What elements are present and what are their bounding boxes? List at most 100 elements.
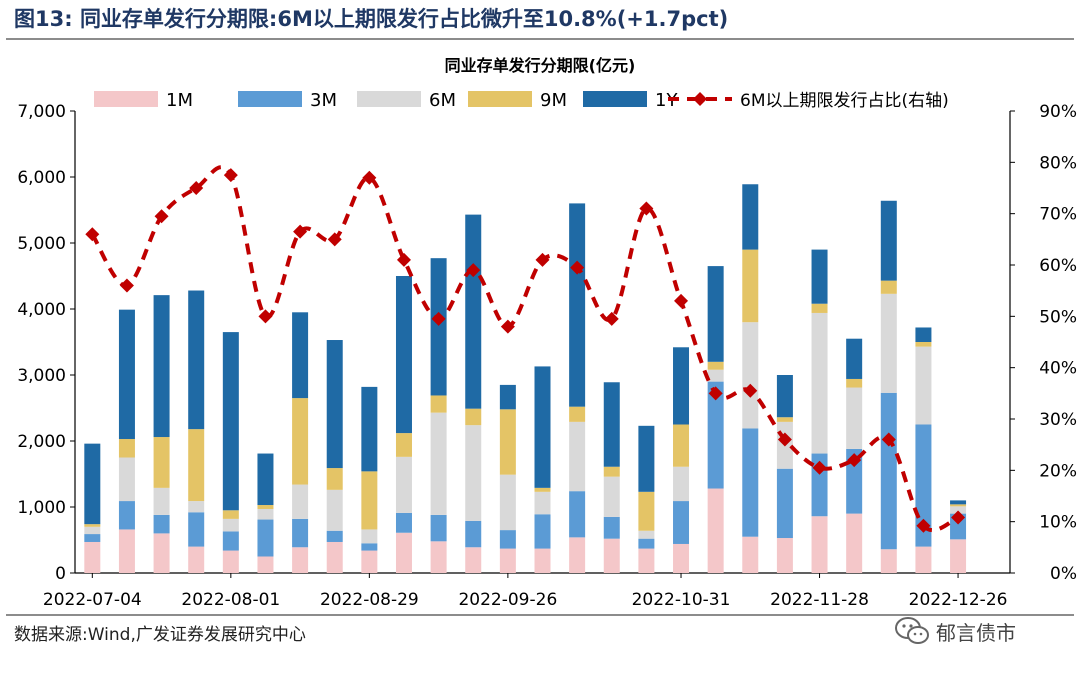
bar-9M-2022-07-11 — [118, 439, 135, 458]
bar-6M-2022-09-19 — [465, 425, 482, 521]
bar-1Y-2022-08-29 — [361, 386, 378, 472]
bar-1M-2022-08-15 — [292, 547, 309, 573]
bar-1M-2022-12-19 — [915, 546, 932, 573]
bar-1Y-2022-07-18 — [153, 295, 170, 438]
bar-1Y-2022-08-01 — [222, 332, 239, 511]
bar-1Y-2022-08-08 — [257, 453, 274, 506]
bar-1M-2022-09-12 — [430, 541, 447, 573]
bar-6M-2022-10-31 — [673, 466, 690, 502]
bar-6M-2022-11-07 — [707, 369, 724, 382]
bar-3M-2022-09-19 — [465, 520, 482, 548]
source-divider — [6, 614, 1074, 616]
bar-6M-2022-10-17 — [603, 476, 620, 517]
bar-1M-2022-10-31 — [673, 543, 690, 573]
legend-label-9M: 9M — [540, 90, 567, 111]
bar-3M-2022-08-08 — [257, 519, 274, 557]
bar-3M-2022-09-26 — [499, 530, 516, 549]
watermark: 郁言债市 — [894, 616, 1016, 646]
bar-9M-2022-10-17 — [603, 466, 620, 477]
bar-1M-2022-10-10 — [569, 537, 586, 573]
bar-3M-2022-12-12 — [880, 392, 897, 550]
bar-1M-2022-07-18 — [153, 533, 170, 573]
bar-1Y-2022-09-26 — [499, 384, 516, 410]
bar-9M-2022-10-10 — [569, 406, 586, 422]
bar-6M-2022-08-01 — [222, 518, 239, 532]
x-tick-label: 2022-10-31 — [632, 590, 731, 610]
bar-9M-2022-10-24 — [638, 491, 655, 531]
bar-1M-2022-07-25 — [188, 546, 205, 573]
bar-6M-2022-08-15 — [292, 484, 309, 519]
bar-6M-2022-10-10 — [569, 421, 586, 492]
bar-3M-2022-10-24 — [638, 538, 655, 549]
bar-6M-2022-11-28 — [811, 312, 828, 454]
ratio-line — [90, 165, 959, 533]
ratio-point-2022-10-31 — [674, 293, 689, 308]
bar-1M-2022-07-11 — [118, 529, 135, 573]
bar-9M-2022-12-19 — [915, 342, 932, 347]
bar-6M-2022-12-26 — [950, 506, 967, 514]
bar-9M-2022-11-07 — [707, 361, 724, 370]
y-right-tick-label: 20% — [1039, 461, 1077, 481]
ratio-point-2022-09-19 — [466, 263, 481, 278]
bar-1M-2022-10-24 — [638, 548, 655, 573]
bar-3M-2022-10-17 — [603, 516, 620, 539]
y-right-tick-label: 0% — [1050, 564, 1077, 584]
bar-9M-2022-08-29 — [361, 471, 378, 530]
bar-1Y-2022-08-22 — [326, 340, 343, 469]
bar-1Y-2022-08-15 — [292, 312, 309, 399]
bar-6M-2022-10-03 — [534, 491, 551, 515]
bar-3M-2022-09-12 — [430, 514, 447, 542]
y-right-tick-label: 10% — [1039, 513, 1077, 533]
legend-label-1Y: 1Y — [655, 90, 678, 111]
y-left-tick-label: 4,000 — [17, 300, 66, 320]
bar-1Y-2022-11-28 — [811, 249, 828, 304]
bar-1Y-2022-12-12 — [880, 200, 897, 281]
ratio-point-2022-11-14 — [743, 383, 758, 398]
x-tick-label: 2022-07-04 — [43, 590, 142, 610]
figure-label: 图13: — [14, 7, 73, 31]
ratio-point-2022-10-03 — [535, 252, 550, 267]
y-right-tick-label: 80% — [1039, 153, 1077, 173]
ratio-point-2022-08-08 — [258, 309, 273, 324]
ratio-point-2022-12-26 — [951, 510, 966, 525]
bar-1Y-2022-09-19 — [465, 214, 482, 409]
bar-9M-2022-12-26 — [950, 504, 967, 507]
bar-6M-2022-12-19 — [915, 346, 932, 425]
ratio-point-2022-12-19 — [916, 518, 931, 533]
bar-1M-2022-12-12 — [880, 549, 897, 573]
bar-1Y-2022-09-05 — [395, 276, 412, 434]
bar-9M-2022-09-26 — [499, 409, 516, 475]
ratio-point-2022-08-15 — [293, 224, 308, 239]
bar-1M-2022-12-05 — [846, 513, 863, 573]
bar-9M-2022-10-03 — [534, 487, 551, 492]
ratio-point-2022-12-05 — [847, 453, 862, 468]
bar-9M-2022-11-14 — [742, 249, 759, 323]
bar-6M-2022-09-12 — [430, 412, 447, 515]
bar-9M-2022-11-28 — [811, 303, 828, 313]
bar-1M-2022-09-05 — [395, 532, 412, 573]
bar-9M-2022-07-04 — [84, 524, 101, 527]
figure-title: 图13: 同业存单发行分期限:6M以上期限发行占比微升至10.8%(+1.7pc… — [14, 4, 1066, 34]
bar-1Y-2022-11-21 — [776, 375, 793, 418]
bar-1Y-2022-07-04 — [84, 443, 101, 525]
bar-1M-2022-10-17 — [603, 538, 620, 573]
bar-1M-2022-08-22 — [326, 541, 343, 573]
ratio-point-2022-09-26 — [500, 319, 515, 334]
bar-1Y-2022-10-17 — [603, 382, 620, 467]
ratio-point-2022-12-12 — [881, 432, 896, 447]
bar-6M-2022-07-11 — [118, 457, 135, 502]
title-divider — [6, 38, 1074, 40]
y-left-tick-label: 5,000 — [17, 234, 66, 254]
bar-3M-2022-10-03 — [534, 514, 551, 549]
bar-1M-2022-09-19 — [465, 547, 482, 573]
y-left-tick-label: 3,000 — [17, 366, 66, 386]
bar-9M-2022-07-25 — [188, 429, 205, 502]
ratio-point-2022-10-10 — [570, 260, 585, 275]
bar-9M-2022-09-12 — [430, 395, 447, 413]
bar-9M-2022-08-15 — [292, 398, 309, 485]
ratio-point-2022-07-04 — [85, 227, 100, 242]
ratio-point-2022-10-17 — [604, 311, 619, 326]
x-tick-label: 2022-12-26 — [909, 590, 1008, 610]
bar-3M-2022-12-05 — [846, 448, 863, 514]
legend-swatch-1Y — [583, 91, 647, 107]
